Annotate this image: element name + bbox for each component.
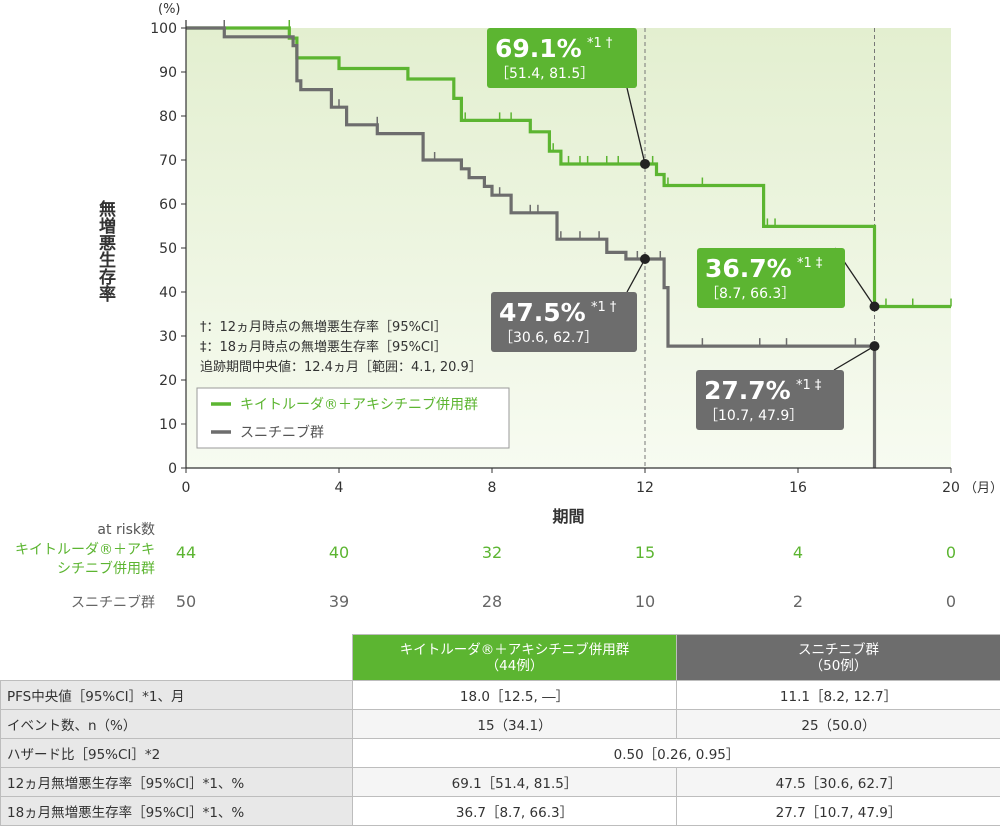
annotation-ci: ［51.4, 81.5］ [495, 66, 594, 82]
at-risk-value: 50 [175, 592, 197, 611]
annotation-leader [833, 345, 875, 371]
annotation-box [487, 28, 637, 88]
annotation-value: 36.7% [705, 254, 792, 283]
annotation-mark: *1 † [587, 36, 613, 51]
legend-entry: スニチニブ群 [240, 424, 324, 441]
y-tick-label: 100 [150, 21, 177, 37]
table-cell: 11.1［8.2, 12.7］ [676, 680, 1000, 710]
table-header-sunitinib-name: スニチニブ群 [798, 641, 879, 658]
annotation-leader [626, 258, 646, 293]
x-tick-label: 12 [636, 480, 654, 496]
table-row: ハザード比［95%CI］*2 0.50［0.26, 0.95］ [0, 738, 1000, 768]
annotation-point [869, 341, 880, 352]
annotation-value: 69.1% [495, 34, 582, 63]
table-row-label: 12ヵ月無増悪生存率［95%CI］*1、% [0, 767, 353, 797]
at-risk-value: 0 [945, 543, 957, 562]
table-row-label: ハザード比［95%CI］*2 [0, 738, 353, 768]
annotation-ci: ［8.7, 66.3］ [705, 286, 795, 302]
x-tick-label: 8 [488, 480, 497, 496]
y-tick-label: 50 [159, 241, 177, 257]
annotation-box [696, 370, 844, 430]
table-cell: 47.5［30.6, 62.7］ [676, 767, 1000, 797]
table-header-pembro: キイトルーダ®＋アキシチニブ併用群 （44例） [352, 634, 677, 681]
at-risk-value: 10 [634, 592, 656, 611]
table-cell-merged: 0.50［0.26, 0.95］ [352, 738, 1000, 768]
annotation-leader [626, 87, 646, 165]
table-header-sunitinib-n: （50例） [809, 657, 868, 674]
y-unit-label: (%) [158, 2, 181, 17]
annotation-mark: *1 † [591, 300, 617, 315]
y-tick-label: 60 [159, 197, 177, 213]
table-cell: 15（34.1） [352, 709, 677, 739]
annotation-ci: ［30.6, 62.7］ [499, 330, 598, 346]
table-row-label: 18ヵ月無増悪生存率［95%CI］*1、% [0, 796, 353, 826]
at-risk-label-pembro: キイトルーダ®＋アキシチニブ併用群 [5, 541, 155, 579]
at-risk-value: 39 [328, 592, 350, 611]
annotation-mark: *1 ‡ [797, 256, 823, 271]
x-tick-label: 20 [942, 480, 960, 496]
table-header-sunitinib: スニチニブ群 （50例） [676, 634, 1000, 681]
annotation-point [640, 254, 650, 264]
at-risk-label-sunitinib: スニチニブ群 [71, 595, 155, 611]
table-row: PFS中央値［95%CI］*1、月 18.0［12.5, ―］ 11.1［8.2… [0, 680, 1000, 710]
annotation-mark: *1 ‡ [796, 378, 822, 393]
table-cell: 25（50.0） [676, 709, 1000, 739]
y-tick-label: 70 [159, 153, 177, 169]
legend-note: ‡：18ヵ月時点の無増悪生存率［95%CI］ [200, 339, 447, 355]
annotation-box [491, 292, 637, 352]
table-row: 18ヵ月無増悪生存率［95%CI］*1、% 36.7［8.7, 66.3］ 27… [0, 796, 1000, 826]
table-header-row: キイトルーダ®＋アキシチニブ併用群 （44例） スニチニブ群 （50例） [0, 634, 1000, 681]
legend-box [196, 387, 510, 449]
x-tick-label: 16 [789, 480, 807, 496]
at-risk-value: 32 [481, 543, 503, 562]
x-tick-label: 4 [335, 480, 344, 496]
y-tick-label: 90 [159, 65, 177, 81]
table-row: イベント数、n（%） 15（34.1） 25（50.0） [0, 709, 1000, 739]
table-cell: 69.1［51.4, 81.5］ [352, 767, 677, 797]
table-header-pembro-n: （44例） [485, 657, 544, 674]
at-risk-value: 40 [328, 543, 350, 562]
table-cell: 36.7［8.7, 66.3］ [352, 796, 677, 826]
series-line-1 [186, 26, 877, 468]
y-tick-label: 40 [159, 285, 177, 301]
annotation-box [697, 248, 845, 308]
at-risk-value: 15 [634, 543, 656, 562]
table-cell: 18.0［12.5, ―］ [352, 680, 677, 710]
at-risk-value: 0 [945, 592, 957, 611]
table-header-blank [0, 634, 353, 681]
x-unit-label: （月） [964, 481, 1000, 496]
y-tick-label: 20 [159, 373, 177, 389]
pfs-summary-table: キイトルーダ®＋アキシチニブ併用群 （44例） スニチニブ群 （50例） PFS… [0, 634, 1000, 826]
y-tick-label: 10 [159, 417, 177, 433]
table-cell: 27.7［10.7, 47.9］ [676, 796, 1000, 826]
at-risk-value: 4 [792, 543, 804, 562]
annotation-value: 47.5% [499, 298, 586, 327]
table-row: 12ヵ月無増悪生存率［95%CI］*1、% 69.1［51.4, 81.5］ 4… [0, 767, 1000, 797]
legend-note: 追跡期間中央値：12.4ヵ月［範囲：4.1, 20.9］ [200, 359, 482, 375]
y-tick-label: 0 [168, 461, 177, 477]
pfs-kaplan-meier-chart: 0 10 20 30 40 50 60 70 80 90 100 0 4 8 12 16 20 (%) （月） 期間 無… [95, 2, 1000, 526]
at-risk-title: at risk数 [97, 522, 155, 538]
y-axis-title: 無増悪生存率 [95, 199, 116, 303]
table-row-label: PFS中央値［95%CI］*1、月 [0, 680, 353, 710]
y-tick-label: 80 [159, 109, 177, 125]
x-tick-label: 0 [182, 480, 191, 496]
annotation-value: 27.7% [704, 376, 791, 405]
at-risk-label-pembro-text: キイトルーダ®＋アキシチニブ併用群 [15, 542, 155, 577]
annotation-point [869, 301, 880, 312]
table-row-label: イベント数、n（%） [0, 709, 353, 739]
legend-entry: キイトルーダ®＋アキシチニブ併用群 [240, 396, 478, 413]
at-risk-value: 2 [792, 592, 804, 611]
y-tick-label: 30 [159, 329, 177, 345]
x-axis-title: 期間 [552, 507, 584, 526]
legend-note: †：12ヵ月時点の無増悪生存率［95%CI］ [200, 319, 447, 335]
annotation-point [640, 158, 650, 169]
at-risk-value: 44 [175, 543, 197, 562]
table-header-pembro-name: キイトルーダ®＋アキシチニブ併用群 [399, 641, 630, 658]
annotation-ci: ［10.7, 47.9］ [704, 408, 803, 424]
at-risk-value: 28 [481, 592, 503, 611]
